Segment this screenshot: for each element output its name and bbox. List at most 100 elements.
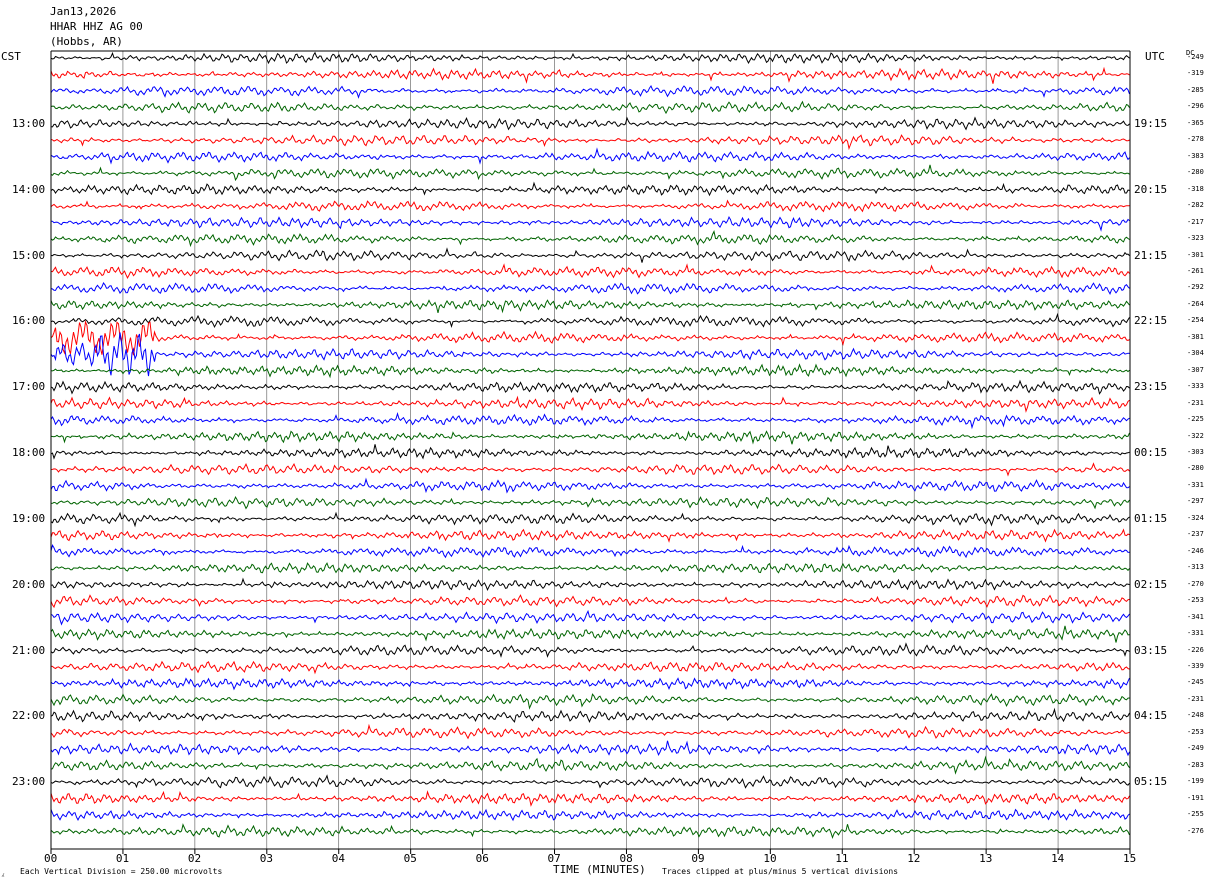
- x-tick-label: 10: [763, 852, 777, 865]
- dc-offset-label: -264: [1187, 299, 1204, 308]
- x-tick-label: 11: [835, 852, 849, 865]
- seismic-trace: [50, 707, 1130, 723]
- x-tick-label: 13: [979, 852, 993, 865]
- dc-offset-label: -248: [1187, 711, 1204, 720]
- dc-offset-label: -365: [1187, 118, 1204, 127]
- cst-hour-label: 22:00: [12, 709, 46, 723]
- x-tick-label: 00: [44, 852, 58, 865]
- utc-hour-label: 20:15: [1134, 182, 1168, 196]
- seismic-trace: [50, 677, 1130, 691]
- cst-hour-label: 23:00: [12, 775, 46, 789]
- minute-gridlines: [122, 51, 1059, 849]
- dc-offset-label: -253: [1187, 596, 1204, 605]
- seismic-trace: [50, 116, 1130, 131]
- seismic-trace: [50, 247, 1130, 263]
- x-axis-ticks: [50, 849, 1131, 854]
- seismic-trace: [50, 625, 1130, 643]
- seismic-trace: [50, 147, 1130, 165]
- seismic-trace: [50, 282, 1130, 295]
- seismic-trace: [50, 312, 1130, 329]
- x-tick-label: 07: [547, 852, 561, 865]
- dc-offset-label: -322: [1187, 431, 1204, 440]
- seismic-trace: [50, 100, 1130, 115]
- seismic-trace: [50, 808, 1130, 822]
- footer-mark-icon: ⁁: [2, 868, 4, 877]
- utc-hour-label: 05:15: [1134, 775, 1168, 789]
- dc-offset-label: -296: [1187, 102, 1204, 111]
- dc-offset-label: -226: [1187, 645, 1204, 654]
- dc-offset-label: -237: [1187, 530, 1204, 539]
- dc-offset-label: -297: [1187, 497, 1204, 506]
- dc-offset-label: -253: [1187, 727, 1204, 736]
- dc-offset-label: -333: [1187, 382, 1204, 391]
- dc-offset-label: -324: [1187, 513, 1204, 522]
- seismic-trace: [50, 774, 1130, 789]
- seismic-trace: [50, 84, 1130, 99]
- x-axis-title: TIME (MINUTES): [553, 863, 646, 876]
- utc-hour-label: 03:15: [1134, 643, 1168, 657]
- dc-offset-label: -313: [1187, 563, 1204, 572]
- dc-offset-label: -383: [1187, 151, 1204, 160]
- seismic-trace: [50, 594, 1130, 609]
- dc-offset-label: -246: [1187, 546, 1204, 555]
- cst-axis-label: CST: [1, 50, 21, 63]
- cst-hour-label: 21:00: [12, 643, 46, 657]
- dc-offset-label: -307: [1187, 365, 1204, 374]
- utc-hour-label: 02:15: [1134, 577, 1168, 591]
- seismic-trace: [50, 319, 1130, 356]
- x-tick-label: 04: [331, 852, 345, 865]
- seismic-trace: [50, 51, 1130, 65]
- dc-offset-label: -318: [1187, 184, 1204, 193]
- seismic-trace: [50, 199, 1130, 213]
- dc-offset-label: -283: [1187, 760, 1204, 769]
- seismic-trace: [50, 462, 1130, 477]
- seismic-trace: [50, 790, 1130, 807]
- seismic-trace: [50, 528, 1130, 543]
- dc-label: DC: [1186, 49, 1195, 57]
- dc-offset-label: -254: [1187, 316, 1204, 325]
- seismic-trace: [50, 363, 1130, 379]
- seismic-trace: [50, 740, 1130, 757]
- dc-offset-label: -231: [1187, 694, 1204, 703]
- dc-offset-label: -339: [1187, 661, 1204, 670]
- utc-hour-label: 23:15: [1134, 380, 1168, 394]
- cst-hour-label: 14:00: [12, 182, 46, 196]
- utc-hour-label: 21:15: [1134, 248, 1168, 262]
- dc-offset-label: -255: [1187, 810, 1204, 819]
- seismic-trace: [50, 444, 1130, 460]
- seismic-trace: [50, 477, 1130, 494]
- seismic-trace: [50, 164, 1130, 182]
- x-tick-label: 14: [1051, 852, 1065, 865]
- clip-note: Traces clipped at plus/minus 5 vertical …: [662, 867, 899, 876]
- seismic-trace: [50, 495, 1130, 510]
- dc-offset-label: -282: [1187, 201, 1204, 210]
- x-tick-label: 03: [259, 852, 274, 865]
- dc-offset-label: -225: [1187, 415, 1204, 424]
- seismic-trace: [50, 66, 1130, 84]
- seismic-trace: [50, 395, 1130, 413]
- seismic-trace: [50, 134, 1130, 151]
- dc-offset-label: -199: [1187, 777, 1204, 786]
- seismic-trace: [50, 230, 1130, 248]
- dc-offset-label: -280: [1187, 464, 1204, 473]
- dc-offset-label: -280: [1187, 168, 1204, 177]
- seismic-trace: [50, 511, 1130, 528]
- seismic-trace: [50, 411, 1130, 430]
- seismic-trace: [50, 181, 1130, 197]
- x-tick-label: 12: [907, 852, 921, 865]
- seismic-trace: [50, 577, 1130, 592]
- station-label: HHAR HHZ AG 00: [50, 20, 143, 33]
- dc-offset-label: -217: [1187, 217, 1204, 226]
- dc-offset-label: -323: [1187, 234, 1204, 243]
- dc-offset-label: -341: [1187, 612, 1204, 621]
- date-label: Jan13,2026: [50, 5, 117, 18]
- cst-hour-label: 17:00: [12, 380, 46, 394]
- dc-offset-label: -245: [1187, 678, 1204, 687]
- utc-axis-label: UTC: [1145, 50, 1165, 63]
- dc-offset-label: -270: [1187, 579, 1204, 588]
- x-tick-label: 15: [1123, 852, 1137, 865]
- x-tick-label: 06: [475, 852, 489, 865]
- plot-frame: [50, 50, 1131, 850]
- seismic-trace: [50, 723, 1130, 740]
- dc-offset-label: -231: [1187, 398, 1204, 407]
